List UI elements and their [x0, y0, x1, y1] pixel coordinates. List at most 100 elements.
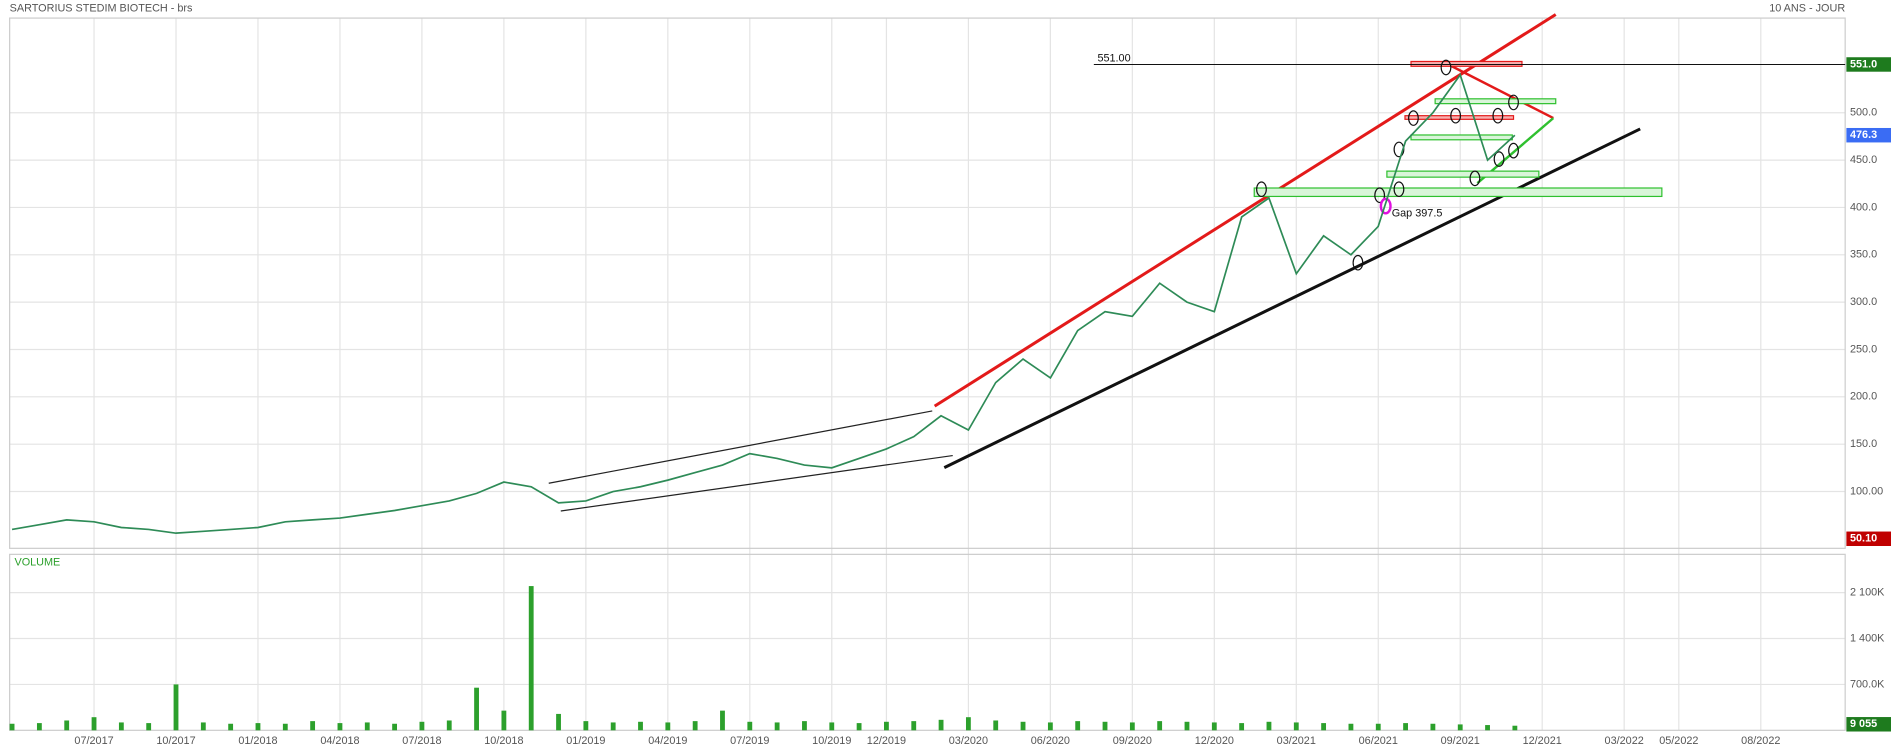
x-tick-label: 05/2022 [1659, 735, 1698, 747]
circle [1450, 107, 1462, 124]
x-tick-label: 03/2020 [949, 735, 988, 747]
volume-bar [255, 723, 261, 731]
volume-bar [501, 710, 507, 731]
volume-bar [1485, 725, 1490, 731]
trendline [548, 410, 933, 484]
circle [1256, 181, 1267, 198]
volume-bar [638, 721, 643, 731]
annotation: Gap 397.5 [1392, 207, 1443, 219]
volume-bar [747, 721, 753, 731]
x-tick-label: 09/2021 [1441, 735, 1480, 747]
x-tick-label: 06/2020 [1031, 735, 1070, 747]
volume-bar [965, 717, 971, 731]
volume-bar [1102, 721, 1108, 731]
x-tick-label: 07/2017 [74, 735, 113, 747]
y-tick-label: 700.0K [1850, 678, 1885, 690]
volume-bar [1403, 723, 1408, 731]
circle [1352, 254, 1364, 271]
volume-bar [1375, 723, 1381, 731]
zone [1253, 187, 1663, 198]
y-tick-label: 500.0 [1850, 107, 1877, 119]
x-tick-label: 08/2022 [1741, 735, 1780, 747]
volume-bar [1239, 723, 1245, 731]
y-tick-label: 150.0 [1850, 438, 1877, 450]
volume-bar [1211, 722, 1217, 731]
volume-bar [1457, 724, 1463, 731]
trendline [1446, 62, 1554, 120]
circle [1508, 142, 1519, 159]
y-tick-label: 200.0 [1850, 391, 1877, 403]
volume-bar [829, 722, 835, 731]
volume-bar [1293, 722, 1299, 731]
volume-bar [146, 723, 152, 731]
circle [1469, 170, 1481, 187]
volume-bar [118, 722, 124, 731]
trendline [933, 13, 1557, 408]
volume-bar [1430, 723, 1436, 731]
circle [1440, 59, 1452, 76]
volume-bar [64, 720, 70, 731]
volume-bar [802, 721, 807, 731]
volume-bar [228, 723, 234, 731]
zone [1404, 115, 1515, 120]
zone [1410, 60, 1523, 67]
volume-bar [392, 723, 398, 731]
volume-bar [1075, 721, 1081, 731]
x-tick-label: 06/2021 [1359, 735, 1398, 747]
chart-subtitle: 10 ANS - JOUR [1769, 2, 1845, 14]
y-tick-label: 100.00 [1850, 485, 1883, 497]
trendline [943, 127, 1641, 469]
circle [1393, 181, 1405, 198]
volume-bar [91, 717, 97, 731]
x-tick-label: 07/2019 [730, 735, 769, 747]
volume-bar [911, 721, 917, 731]
value-marker [1846, 127, 1891, 143]
circle [1492, 107, 1504, 124]
y-tick-label: 250.0 [1850, 343, 1877, 355]
x-tick-label: 04/2018 [320, 735, 359, 747]
volume-bar [938, 719, 944, 731]
volume-bar [610, 722, 616, 731]
volume-bar [720, 710, 725, 731]
volume-bar [419, 721, 425, 731]
volume-bar [36, 723, 42, 731]
y-tick-label: 350.0 [1850, 249, 1877, 261]
value-marker [1846, 57, 1891, 72]
volume-bar [1129, 722, 1135, 731]
x-tick-label: 12/2019 [867, 735, 906, 747]
x-tick-label: 12/2021 [1523, 735, 1562, 747]
circle [1407, 110, 1419, 126]
y-tick-label: 1 400K [1850, 632, 1885, 644]
y-tick-label: 400.0 [1850, 201, 1877, 213]
volume-bar [1020, 721, 1026, 731]
annotation: 551.00 [1097, 52, 1130, 64]
value-marker [1846, 717, 1891, 732]
volume-bar [310, 721, 316, 731]
y-tick-label: 450.0 [1850, 154, 1877, 166]
x-tick-label: 12/2020 [1195, 735, 1234, 747]
volume-bar [282, 723, 288, 731]
volume-bar [583, 721, 589, 731]
x-tick-label: 01/2018 [238, 735, 277, 747]
volume-bar [1047, 722, 1053, 731]
x-tick-label: 01/2019 [566, 735, 605, 747]
volume-bar [1266, 721, 1272, 731]
circle [1508, 94, 1519, 111]
volume-bar [1512, 725, 1518, 731]
x-tick-label: 03/2022 [1605, 735, 1644, 747]
volume-pane [9, 553, 1846, 731]
zone [1434, 98, 1557, 105]
trendline [560, 454, 953, 512]
value-marker [1846, 531, 1891, 547]
chart-title: SARTORIUS STEDIM BIOTECH - brs [10, 2, 193, 14]
volume-bar [1157, 721, 1163, 731]
x-tick-label: 07/2018 [402, 735, 441, 747]
volume-bar [337, 723, 343, 731]
volume-bar [665, 722, 671, 731]
volume-bar [774, 722, 780, 731]
price-pane [9, 17, 1846, 549]
x-tick-label: 10/2019 [812, 735, 851, 747]
